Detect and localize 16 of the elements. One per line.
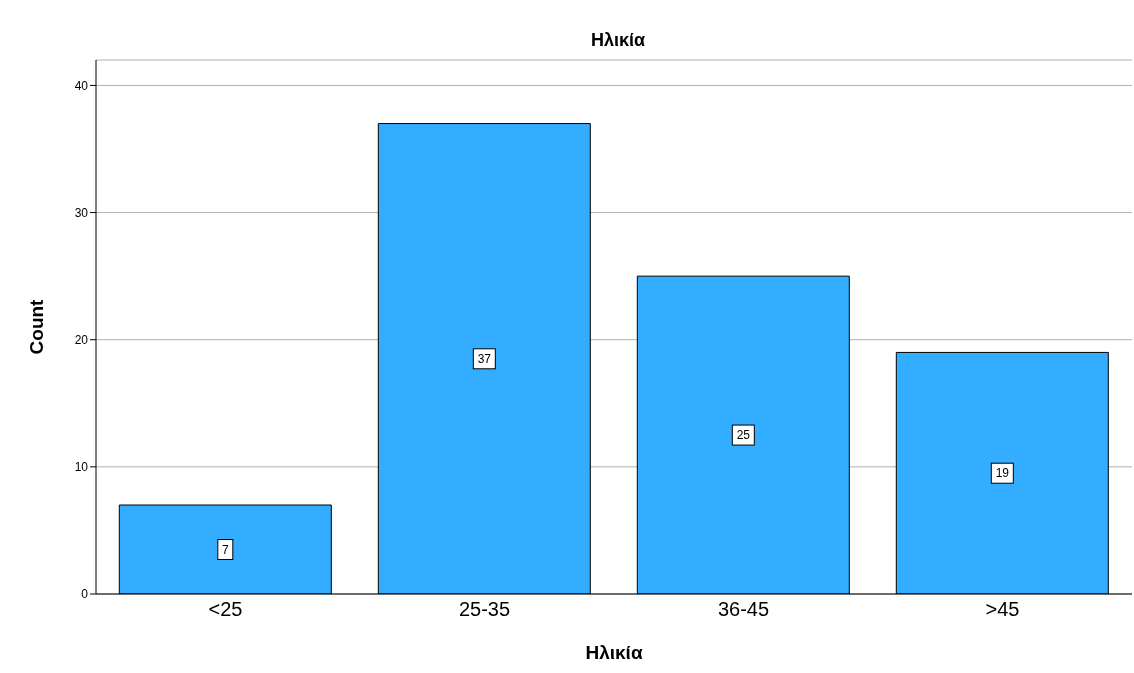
data-label: 7 [221,542,229,557]
x-tick-label: 36-45 [717,598,770,621]
x-tick-label: >45 [985,598,1020,621]
y-tick-label: 30 [74,205,89,220]
y-tick-label: 10 [74,460,89,475]
y-axis-title: Count [25,298,47,355]
y-tick-label: 20 [74,332,89,347]
y-tick-label: 40 [74,78,89,93]
data-label: 37 [477,351,492,366]
x-axis-title: Ηλικία [585,642,643,663]
data-label: 25 [736,428,751,443]
data-label: 19 [995,466,1010,481]
y-tick-label: 0 [81,587,89,602]
chart-title: Ηλικία [589,30,647,51]
x-tick-label: 25-35 [458,598,511,621]
x-tick-label: <25 [208,598,243,621]
